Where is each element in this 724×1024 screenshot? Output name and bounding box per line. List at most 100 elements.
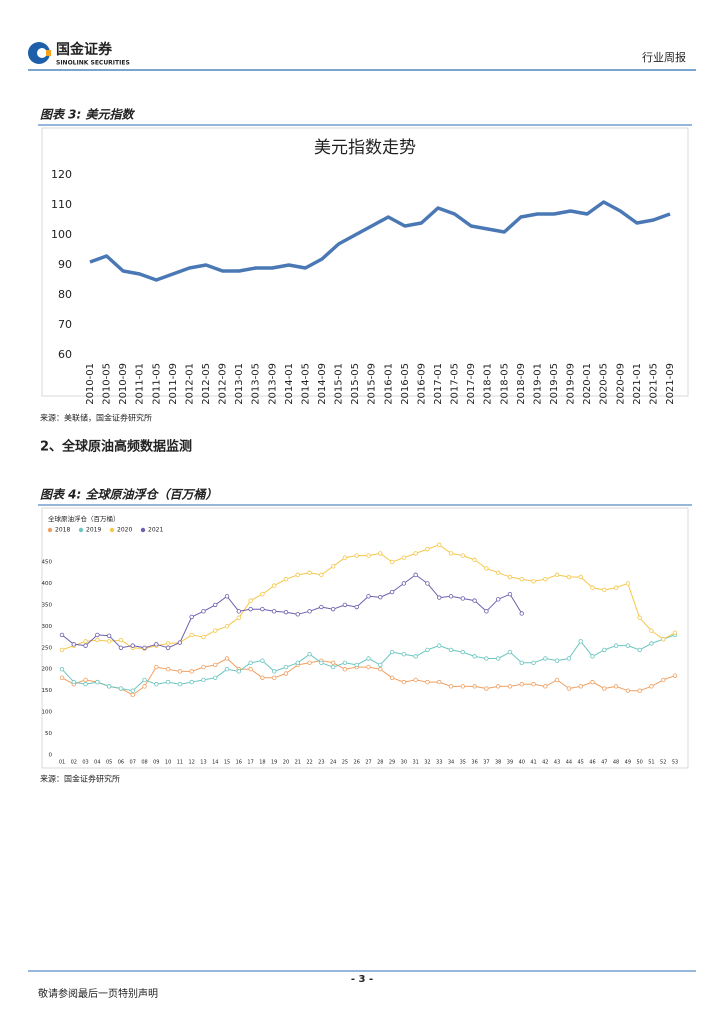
data-point bbox=[507, 574, 513, 580]
x-tick-label: 10 bbox=[165, 760, 171, 766]
data-point bbox=[213, 662, 218, 668]
data-point bbox=[130, 692, 135, 698]
x-tick-label: 2017-05 bbox=[450, 363, 461, 405]
y-tick-label: 60 bbox=[58, 348, 72, 361]
data-point bbox=[661, 637, 666, 642]
data-point bbox=[378, 551, 383, 556]
data-point bbox=[460, 553, 466, 558]
brand-en: SINOLINK SECURITIES bbox=[56, 60, 130, 67]
legend-label: 2018 bbox=[55, 527, 70, 534]
x-tick-label: 08 bbox=[141, 760, 147, 766]
data-point bbox=[71, 642, 76, 647]
chart-title: 美元指数走势 bbox=[314, 138, 416, 158]
data-point bbox=[566, 574, 572, 580]
x-tick-label: 24 bbox=[330, 760, 336, 766]
x-tick-label: 2017-09 bbox=[466, 363, 477, 405]
data-point bbox=[59, 675, 65, 680]
data-point bbox=[295, 660, 300, 665]
data-point bbox=[495, 597, 501, 602]
data-point bbox=[71, 679, 76, 685]
x-tick-label: 33 bbox=[436, 760, 442, 766]
x-tick-label: 32 bbox=[424, 760, 430, 766]
data-point bbox=[224, 624, 230, 629]
x-tick-label: 22 bbox=[306, 760, 312, 766]
data-point bbox=[154, 642, 159, 647]
x-tick-label: 26 bbox=[354, 760, 360, 766]
data-point bbox=[319, 660, 324, 665]
data-point bbox=[342, 602, 348, 608]
x-tick-label: 23 bbox=[318, 760, 324, 766]
data-point bbox=[531, 682, 536, 687]
data-point bbox=[118, 637, 124, 643]
data-point bbox=[495, 684, 501, 689]
data-point bbox=[578, 639, 583, 644]
data-point bbox=[437, 679, 442, 685]
y-tick-label: 70 bbox=[58, 318, 72, 331]
data-point bbox=[224, 594, 230, 599]
data-point bbox=[106, 633, 112, 638]
x-tick-label: 2018-05 bbox=[499, 363, 510, 405]
x-tick-label: 2015-05 bbox=[350, 363, 361, 405]
data-point bbox=[165, 667, 171, 672]
x-tick-label: 19 bbox=[271, 760, 277, 766]
data-point bbox=[142, 677, 147, 683]
data-point bbox=[165, 645, 171, 650]
x-tick-label: 2013-01 bbox=[234, 363, 245, 405]
series-line bbox=[61, 574, 523, 649]
data-point bbox=[378, 667, 383, 672]
x-tick-label: 2018-01 bbox=[483, 363, 494, 405]
data-point bbox=[602, 686, 607, 691]
legend-label: 2019 bbox=[86, 527, 101, 534]
x-tick-label: 50 bbox=[636, 760, 642, 766]
data-point bbox=[366, 594, 371, 599]
data-point bbox=[401, 679, 407, 685]
x-tick-label: 18 bbox=[259, 760, 265, 766]
data-point bbox=[330, 564, 336, 569]
data-point bbox=[613, 585, 619, 590]
x-tick-label: 13 bbox=[200, 760, 206, 766]
data-point bbox=[330, 664, 336, 670]
x-tick-label: 35 bbox=[460, 760, 466, 766]
data-point bbox=[295, 612, 300, 617]
y-tick-label: 80 bbox=[58, 288, 72, 301]
data-point bbox=[83, 677, 88, 683]
x-tick-label: 2010-09 bbox=[118, 363, 129, 405]
data-point bbox=[130, 643, 135, 648]
data-point bbox=[448, 684, 454, 689]
data-point bbox=[118, 686, 124, 691]
x-tick-label: 41 bbox=[530, 760, 536, 766]
data-point bbox=[189, 614, 194, 620]
data-point bbox=[366, 664, 371, 670]
data-point bbox=[248, 606, 253, 612]
brand: 国金证券 bbox=[56, 41, 113, 58]
data-point bbox=[637, 647, 642, 653]
data-point bbox=[484, 566, 489, 571]
data-point bbox=[507, 591, 513, 597]
y-tick-label: 450 bbox=[42, 560, 53, 566]
data-point bbox=[236, 669, 242, 674]
x-tick-label: 25 bbox=[342, 760, 348, 766]
data-point bbox=[661, 677, 666, 683]
x-tick-label: 45 bbox=[578, 760, 584, 766]
data-point bbox=[519, 611, 524, 616]
data-point bbox=[519, 660, 524, 665]
data-point bbox=[366, 656, 371, 661]
data-point bbox=[448, 551, 454, 556]
data-point bbox=[260, 606, 265, 612]
data-point bbox=[401, 652, 407, 657]
data-point bbox=[189, 632, 194, 638]
x-tick-label: 2012-01 bbox=[184, 363, 195, 405]
x-tick-label: 17 bbox=[247, 760, 253, 766]
x-tick-label: 03 bbox=[82, 760, 88, 766]
data-point bbox=[271, 609, 277, 614]
data-point bbox=[389, 675, 395, 680]
data-point bbox=[283, 664, 289, 670]
data-point bbox=[154, 682, 159, 687]
data-point bbox=[484, 656, 489, 661]
x-tick-label: 2016-05 bbox=[400, 363, 411, 405]
data-point bbox=[248, 660, 253, 665]
data-point bbox=[649, 628, 654, 633]
x-tick-label: 2021-01 bbox=[632, 363, 643, 405]
data-point bbox=[330, 660, 336, 665]
